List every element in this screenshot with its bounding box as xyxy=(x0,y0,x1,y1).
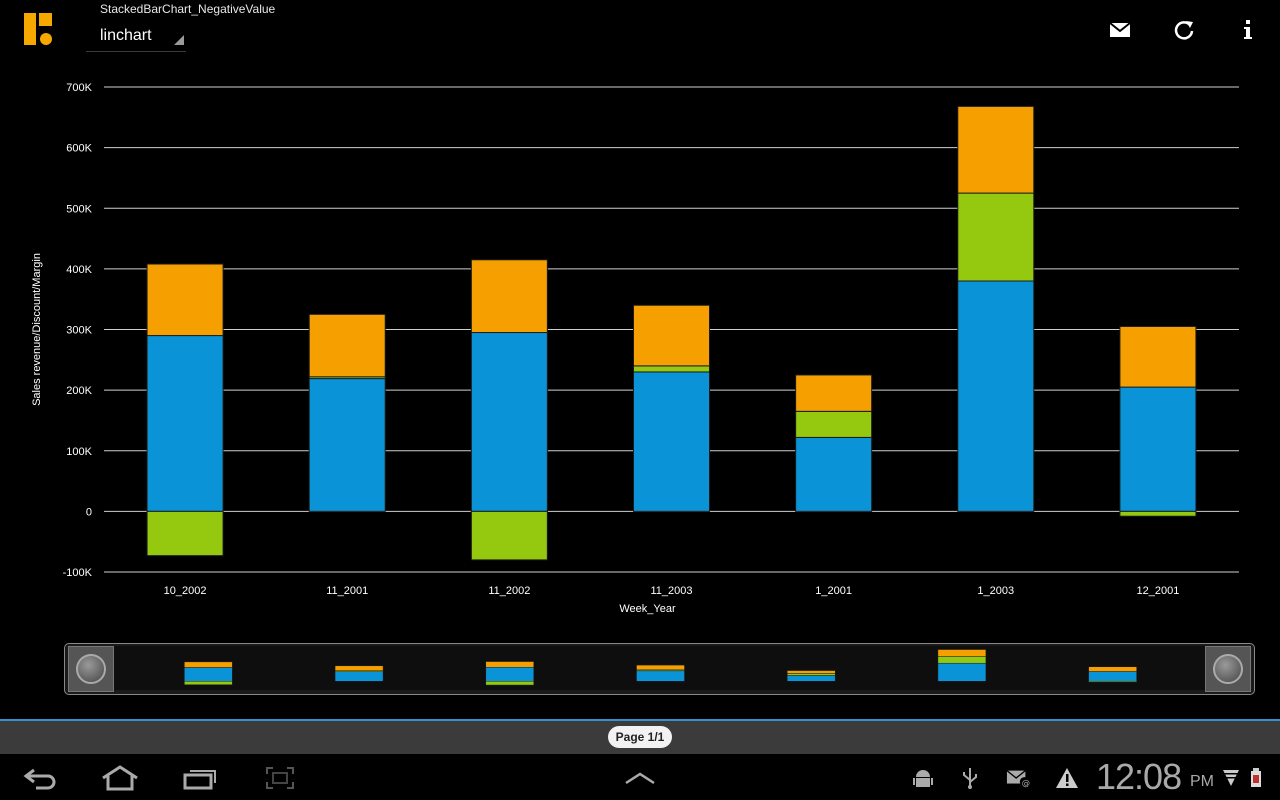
range-left-handle[interactable] xyxy=(68,646,114,692)
up-chevron-icon[interactable] xyxy=(616,760,664,796)
system-bar: @ 12:08 PM xyxy=(0,754,1280,800)
x-tick-label: 1_2001 xyxy=(815,585,852,597)
bar-segment xyxy=(470,259,548,334)
screenshot-icon[interactable] xyxy=(256,760,304,796)
mail-icon[interactable] xyxy=(1104,14,1136,46)
bar-segment xyxy=(795,374,873,412)
y-tick-label: 500K xyxy=(66,203,92,215)
stacked-bar-chart: 700K 600K 500K 400K 300K 200K 100K 0 -100K 10_200… xyxy=(31,82,1239,615)
chart-name: StackedBarChart_NegativeValue xyxy=(100,2,276,16)
x-tick-label: 11_2002 xyxy=(488,585,530,597)
wifi-signal-icon[interactable] xyxy=(1220,766,1242,790)
bar-segment xyxy=(957,192,1035,282)
overview-bar-segment xyxy=(786,670,836,674)
overview-mini-chart xyxy=(184,649,1137,686)
y-axis-title: Sales revenue/Discount/Margin xyxy=(31,253,43,406)
battery-icon[interactable] xyxy=(1246,766,1266,790)
x-tick-label: 12_2001 xyxy=(1137,585,1180,597)
bar-segment xyxy=(633,371,710,512)
page-strip: Page 1/1 xyxy=(0,719,1280,754)
clock-time: 12:08 xyxy=(1096,756,1182,797)
x-tick-label: 11_2001 xyxy=(326,585,368,597)
bar-segment xyxy=(1119,510,1197,517)
view-selector-dropdown[interactable]: linchart xyxy=(86,22,186,52)
dropdown-triangle-icon xyxy=(174,35,184,45)
chart-overview-navigator[interactable] xyxy=(64,643,1255,695)
overview-bar-segment xyxy=(786,675,836,682)
x-tick-label: 1_2003 xyxy=(977,585,1014,597)
y-tick-label: 400K xyxy=(66,264,92,276)
overview-bar-segment xyxy=(334,665,384,671)
usb-icon[interactable] xyxy=(958,766,982,790)
bar-segment xyxy=(1119,386,1197,512)
y-tick-label: -100K xyxy=(63,567,93,579)
overview-bar-segment xyxy=(937,649,987,657)
svg-text:@: @ xyxy=(1022,777,1030,787)
bar-segment xyxy=(308,313,386,378)
bar-segment xyxy=(308,378,386,512)
overview-bar-segment xyxy=(184,681,233,685)
overview-bar-segment xyxy=(184,661,233,668)
recent-apps-icon[interactable] xyxy=(176,760,224,796)
view-selector-label: linchart xyxy=(100,27,152,44)
y-tick-label: 600K xyxy=(66,143,92,155)
home-icon[interactable] xyxy=(96,760,144,796)
overview-bar-segment xyxy=(636,670,685,682)
email-notification-icon[interactable]: @ xyxy=(1006,766,1030,790)
bar-segment xyxy=(795,410,873,438)
overview-bar-segment xyxy=(334,670,384,682)
overview-bar-segment xyxy=(485,681,535,686)
y-tick-label: 200K xyxy=(66,385,92,397)
y-tick-label: 300K xyxy=(66,325,92,337)
y-tick-label: 0 xyxy=(86,506,92,518)
overview-bar-segment xyxy=(485,666,535,682)
bar-segment xyxy=(146,335,224,512)
bar-segment xyxy=(146,510,224,557)
bar-segment xyxy=(470,510,548,561)
android-debug-icon[interactable] xyxy=(911,766,935,790)
warning-icon[interactable] xyxy=(1055,766,1079,790)
refresh-icon[interactable] xyxy=(1168,14,1200,46)
overview-bar-segment xyxy=(485,661,535,668)
bar-segment xyxy=(795,436,873,512)
info-icon[interactable] xyxy=(1232,14,1264,46)
x-tick-label: 10_2002 xyxy=(164,585,207,597)
overview-track[interactable] xyxy=(113,646,1208,690)
overview-bar-segment xyxy=(636,664,685,671)
range-right-handle[interactable] xyxy=(1205,646,1251,692)
clock-ampm: PM xyxy=(1190,773,1214,790)
app-logo-icon[interactable] xyxy=(24,13,56,45)
overview-bar-segment xyxy=(1088,666,1137,672)
x-axis-title: Week_Year xyxy=(619,603,676,615)
overview-bar-segment xyxy=(786,673,836,676)
y-tick-label: 100K xyxy=(66,446,92,458)
bar-segment xyxy=(146,263,224,337)
bar-segment xyxy=(957,105,1035,194)
overview-bar-segment xyxy=(937,656,987,664)
bar-segment xyxy=(633,304,710,367)
bar-segment xyxy=(470,332,548,512)
y-tick-label: 700K xyxy=(66,82,92,94)
bar-segment xyxy=(633,365,710,373)
overview-bar-segment xyxy=(1088,671,1137,682)
x-tick-label: 11_2003 xyxy=(650,585,692,597)
action-bar: StackedBarChart_NegativeValue linchart xyxy=(0,0,1280,60)
overview-bar-segment xyxy=(937,662,987,682)
overview-bar-segment xyxy=(1088,681,1137,683)
page-indicator[interactable]: Page 1/1 xyxy=(608,726,672,748)
bar-segment xyxy=(1119,325,1197,388)
overview-bar-segment xyxy=(184,667,233,682)
back-icon[interactable] xyxy=(16,760,64,796)
bar-segment xyxy=(957,280,1035,512)
